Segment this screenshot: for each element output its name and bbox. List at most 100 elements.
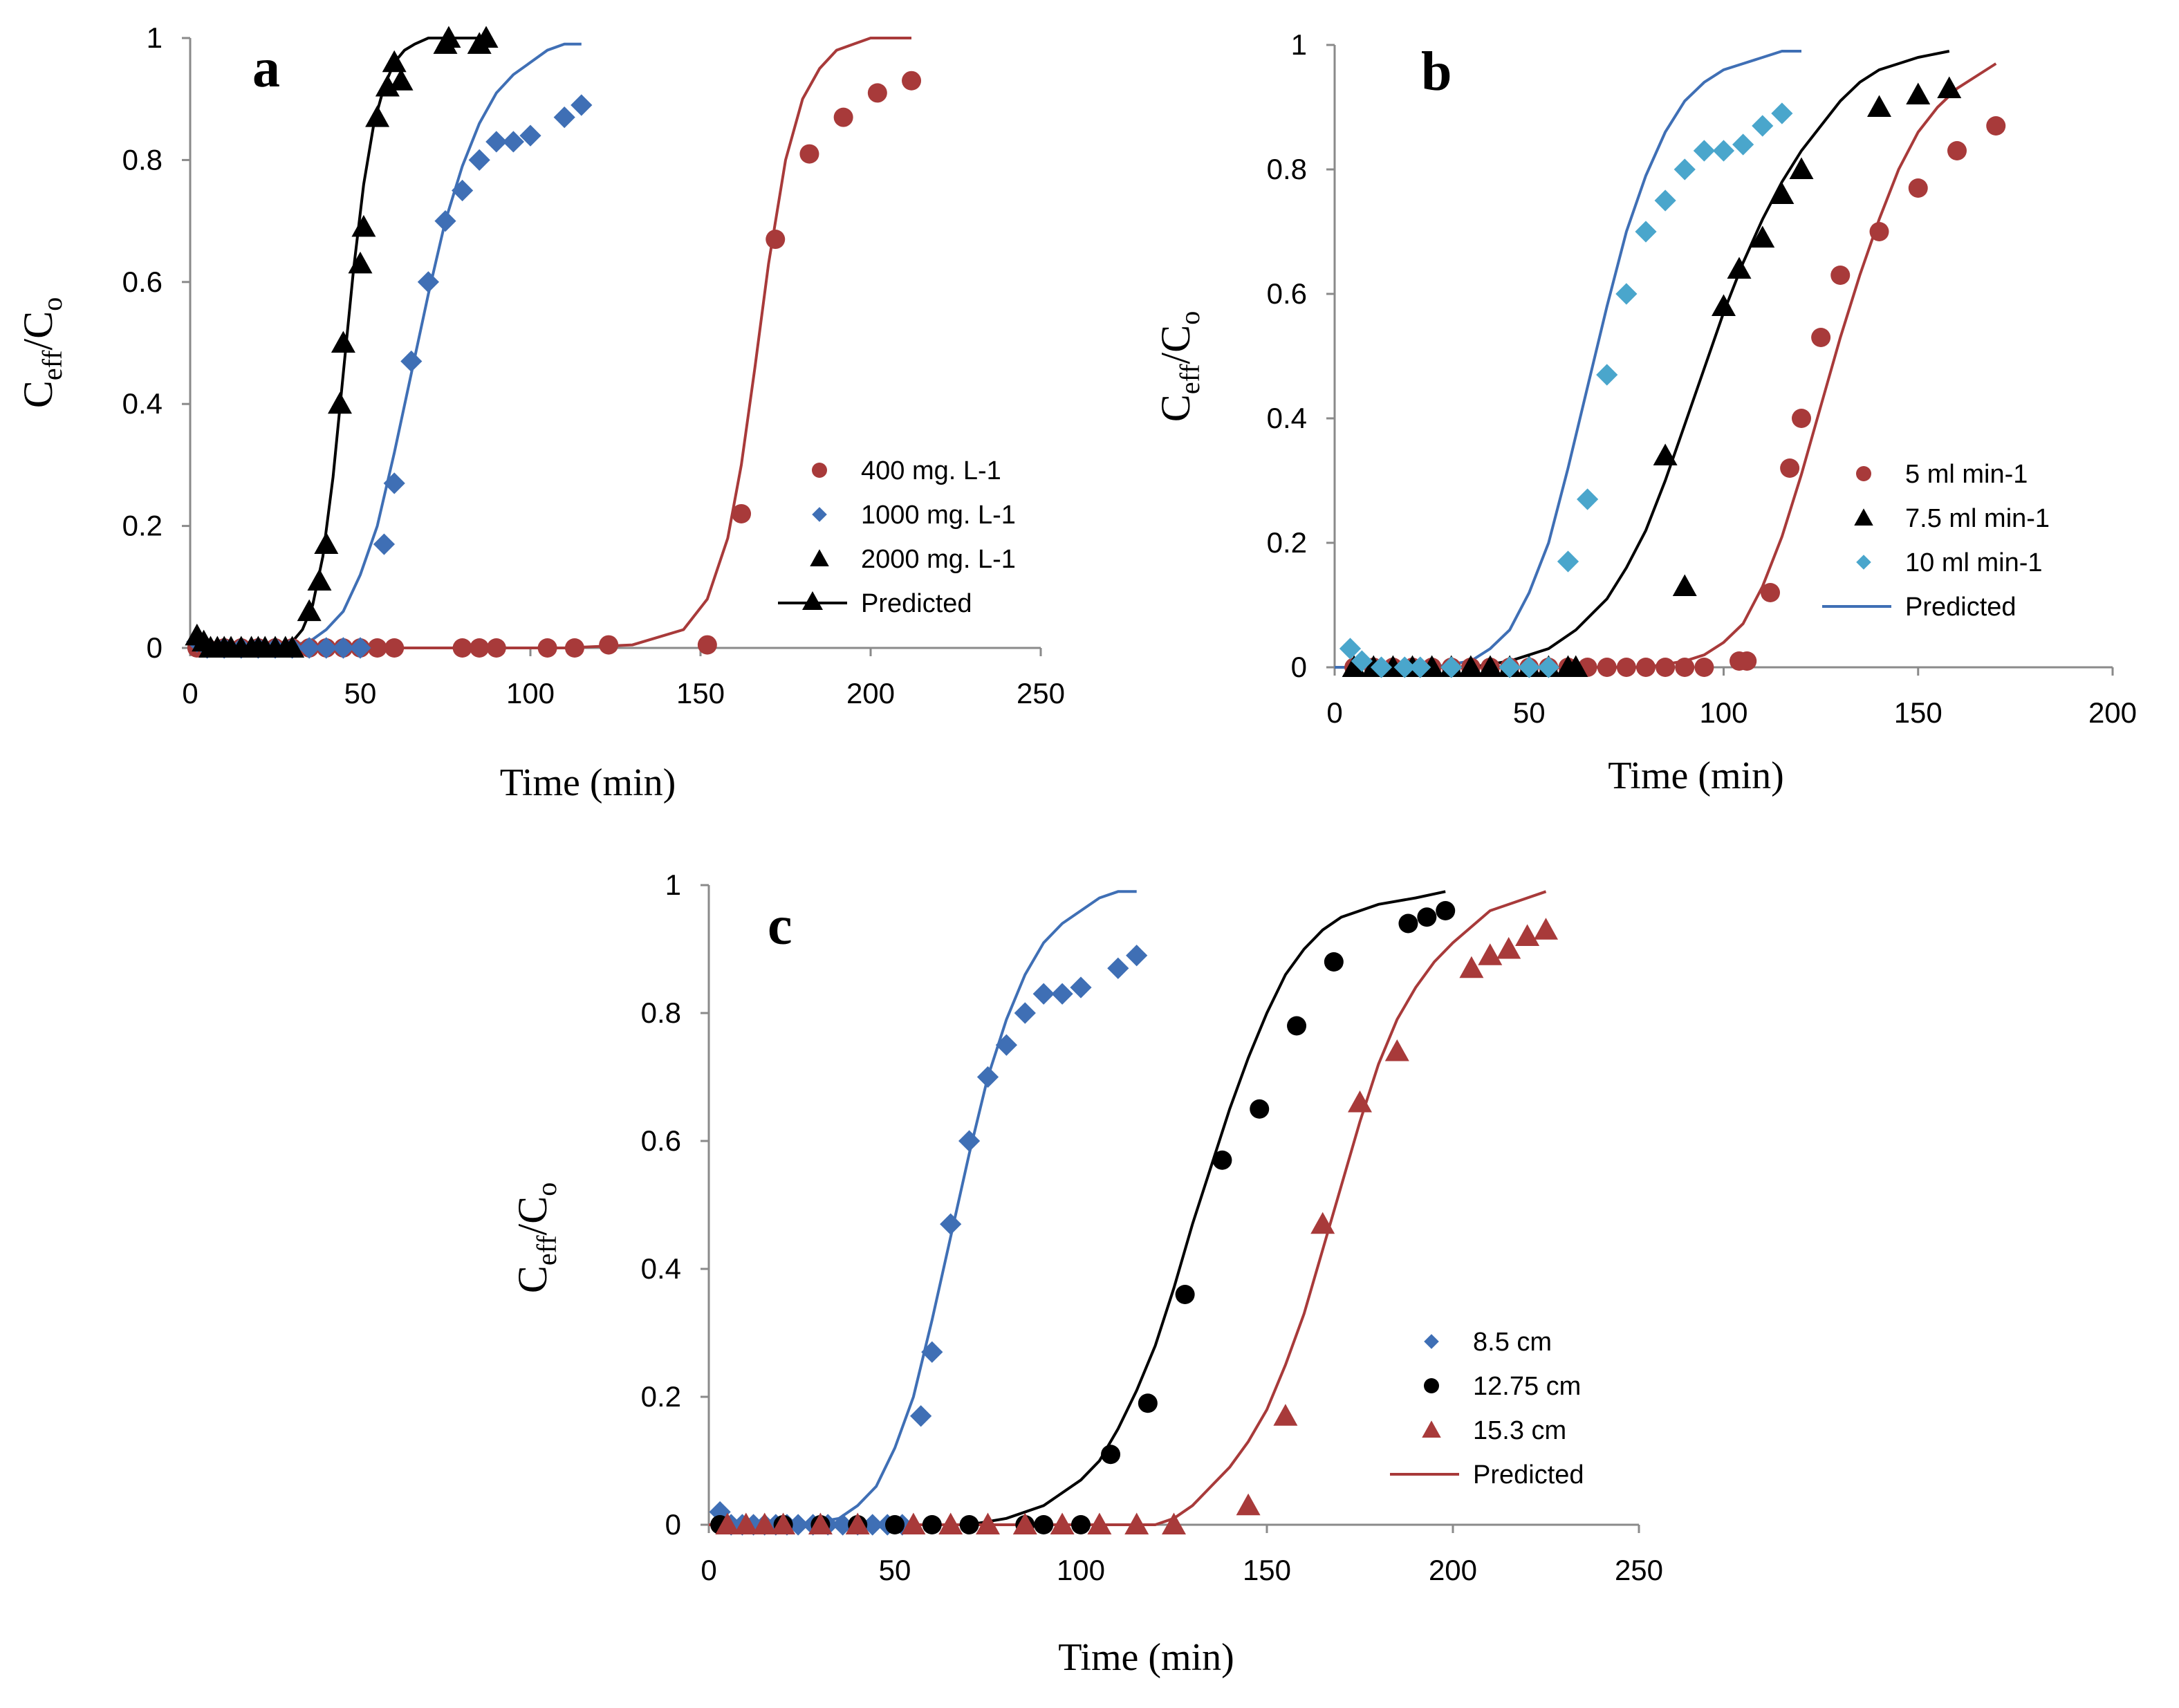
data-point [1712,294,1736,316]
data-point [922,1515,942,1534]
legend-marker [810,549,829,566]
panel-label: a [252,38,280,99]
data-point [1101,1445,1121,1465]
data-point [1712,140,1735,162]
data-point [314,532,339,555]
predicted-curve [1335,50,1801,669]
data-point [452,179,474,202]
predicted-curve [709,890,1547,1526]
data-point [1615,283,1638,305]
legend-marker [1422,1420,1441,1438]
legend-label: 7.5 ml min-1 [1905,504,2050,533]
data-point [901,1512,926,1534]
data-point [1459,956,1484,978]
data-point [995,1034,1017,1056]
data-point [1087,1512,1112,1534]
x-tick-label: 100 [506,677,555,709]
x-tick-label: 250 [1615,1554,1663,1586]
predicted-curve [709,890,1446,1526]
x-tick-label: 200 [846,677,895,709]
y-tick-label: 0.2 [641,1380,681,1413]
x-tick-label: 200 [1429,1554,1477,1586]
data-point [845,1512,870,1534]
data-point [1947,141,1967,160]
data-point [1351,650,1373,672]
data-point [1534,918,1558,940]
data-point [885,1515,905,1534]
data-point [902,71,922,91]
data-point [382,50,407,73]
data-point [959,1515,979,1534]
data-point [599,635,619,655]
data-point [1752,115,1774,137]
legend-label: 12.75 cm [1473,1372,1581,1401]
y-tick-label: 1 [147,21,163,54]
data-point [1050,1512,1075,1534]
data-point [1175,1285,1195,1304]
data-point [1496,937,1521,959]
data-point [1384,1039,1409,1061]
y-tick-label: 0 [147,631,163,664]
legend-label: 8.5 cm [1473,1328,1552,1357]
data-point [1478,655,1503,677]
data-point [867,83,887,103]
data-point [1986,116,2006,136]
data-point [1616,658,1636,677]
data-point [1124,1512,1149,1534]
data-point [1811,328,1831,347]
legend-marker [802,591,823,610]
data-point [799,144,819,164]
y-tick-label: 1 [665,869,681,901]
data-point [1761,583,1780,602]
data-point [734,1512,759,1534]
panel-a: 0 50 100 150 200 250 0 0.2 0.4 0.6 0.8 1 Time (min) C… [15,21,1065,804]
data-point [1672,574,1697,596]
data-point [1937,76,1962,98]
data-point [383,472,405,494]
data-point [1750,225,1775,248]
legend [778,463,847,610]
panel-c: 0 50 100 150 200 250 0 0.2 0.4 0.6 0.8 1 Time (min) C… [510,869,1663,1679]
legend-label: Predicted [1905,593,2016,622]
series-group [185,26,499,658]
data-point [1310,1212,1335,1234]
x-tick-label: 100 [1699,696,1747,729]
data-point [470,638,490,658]
data-point [1557,550,1579,573]
data-point [1436,901,1456,920]
y-tick-label: 0.4 [1267,402,1307,434]
data-point [1537,656,1559,678]
predicted-curve [190,37,911,649]
data-point [752,1512,777,1534]
x-tick-label: 100 [1057,1554,1105,1586]
data-point [298,637,320,659]
data-point [697,635,717,655]
data-point [1906,82,1931,104]
data-point [1577,488,1599,510]
data-point [1071,1515,1091,1534]
x-tick-label: 150 [676,677,725,709]
data-point [976,1512,1000,1534]
y-tick-label: 0 [1291,651,1307,683]
data-point [766,230,786,250]
data-point [1287,1016,1307,1036]
legend-marker [812,507,827,522]
data-point [1051,983,1073,1005]
data-point [502,131,524,153]
panel-b: 0 50 100 150 200 0 0.2 0.4 0.6 0.8 1 Time (min) Ceff… [1153,28,2137,797]
data-point [553,106,575,129]
data-point [315,637,337,659]
data-point [1458,655,1483,677]
legend-marker [1856,555,1871,570]
data-point [307,568,332,591]
legend-label: 400 mg. L-1 [861,456,1001,485]
panel-label: b [1421,41,1452,102]
data-point [1126,945,1148,967]
data-point [434,210,456,232]
legend-label: 15.3 cm [1473,1416,1566,1445]
legend-marker [1856,466,1871,481]
data-point [1515,924,1540,946]
legend-marker [1424,1378,1439,1393]
data-point [349,637,371,659]
